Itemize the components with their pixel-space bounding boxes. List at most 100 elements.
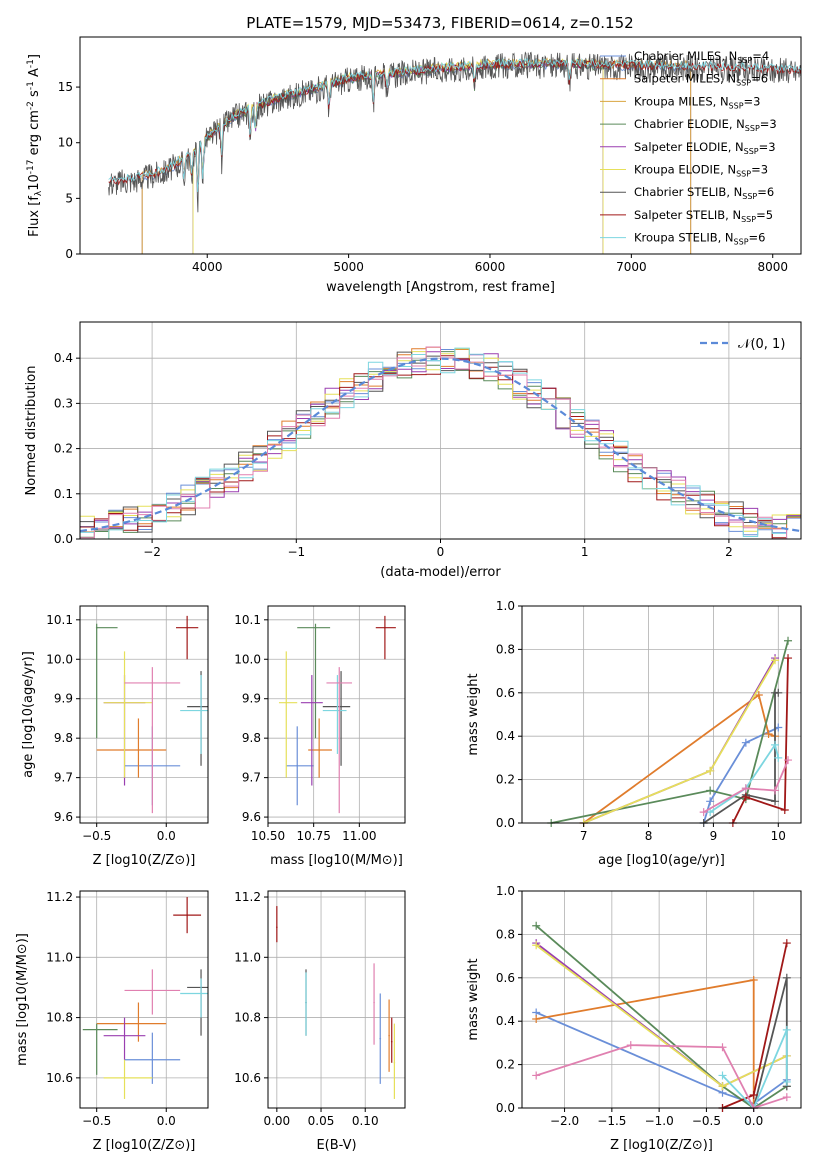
label-part: Flux [f xyxy=(27,196,42,237)
data-point xyxy=(276,926,278,928)
label-part: Z [log10(Z/Z⊙)] xyxy=(93,1138,196,1153)
x-tick-label: 0.0 xyxy=(157,1114,176,1128)
x-axis-label: age [log10(age/yr)] xyxy=(598,853,725,868)
data-point xyxy=(314,626,317,629)
x-tick-label: 10.50 xyxy=(251,829,285,843)
spectrum-panel: 4000 5000 6000 7000 8000 0 5 10 15 wavelength [An… xyxy=(26,36,802,295)
age-vs-metallicity-panel: −0.5 0.0 9.6 9.7 9.8 9.9 10.0 10.1 Z [log10(Z/Z⊙… xyxy=(21,605,209,868)
data-point xyxy=(200,709,202,712)
data-point xyxy=(390,1040,393,1043)
y-tick-label: 0.0 xyxy=(496,816,515,830)
data-marker xyxy=(749,975,758,984)
data-marker xyxy=(699,808,708,817)
axes-frame xyxy=(267,605,406,824)
data-marker xyxy=(706,766,715,775)
y-tick-label: 0.8 xyxy=(496,927,515,941)
label-part: λ xyxy=(34,190,44,196)
data-point xyxy=(151,1058,154,1061)
legend-entry: Kroupa ELODIE, NSSP=3 xyxy=(634,163,768,179)
y-tick-label: 0.2 xyxy=(496,773,515,787)
data-point xyxy=(296,764,299,767)
x-tick-label: 0.00 xyxy=(263,1114,290,1128)
y-axis-label: mass weight xyxy=(466,673,481,755)
data-marker xyxy=(782,1025,791,1034)
data-marker xyxy=(774,688,783,697)
label-part: E(B-V) xyxy=(316,1138,356,1153)
data-point xyxy=(95,626,98,629)
data-marker xyxy=(771,740,780,749)
y-tick-label: 10.0 xyxy=(234,652,261,666)
data-marker xyxy=(780,805,789,814)
data-marker xyxy=(718,1071,727,1080)
y-tick-label: 5 xyxy=(65,191,73,205)
x-tick-label: 6000 xyxy=(475,260,506,274)
massweight-series-line xyxy=(535,1044,788,1110)
y-tick-label: 0.0 xyxy=(496,1101,515,1115)
data-marker xyxy=(741,792,750,801)
y-tick-label: 10.6 xyxy=(234,1071,261,1085)
data-marker xyxy=(626,1041,635,1050)
y-tick-label: 0.4 xyxy=(496,729,515,743)
massweight-series-line xyxy=(551,640,789,824)
legend-subscript: SSP xyxy=(741,215,756,224)
y-tick-label: 11.2 xyxy=(234,890,261,904)
x-tick-label: 11.00 xyxy=(342,829,376,843)
label-part: Z [log10(Z/Z⊙)] xyxy=(93,853,196,868)
massweight-series-line xyxy=(535,1011,788,1105)
x-axis-label: Z [log10(Z/Z⊙)] xyxy=(610,1138,713,1153)
y-tick-label: 0.3 xyxy=(54,396,73,410)
x-tick-label: 0 xyxy=(437,545,445,559)
data-marker xyxy=(782,939,791,948)
y-tick-label: 11.0 xyxy=(46,950,73,964)
x-tick-label: −1 xyxy=(287,545,305,559)
x-tick-label: 10 xyxy=(771,829,786,843)
label-part: s xyxy=(27,90,42,101)
x-tick-label: −1.5 xyxy=(597,1114,626,1128)
y-tick-label: 11.2 xyxy=(46,890,73,904)
label-part: age [log10(age/yr)] xyxy=(21,651,36,778)
label-part: A xyxy=(27,68,42,81)
data-point xyxy=(186,626,188,629)
x-axis-label: E(B-V) xyxy=(316,1138,356,1153)
legend-subscript: SSP xyxy=(729,101,744,110)
massweight-series-line xyxy=(722,942,788,1109)
data-point xyxy=(123,701,126,704)
data-point xyxy=(311,701,313,704)
label-part: -1 xyxy=(26,59,36,68)
data-marker xyxy=(782,1077,791,1086)
label-part: mass weight xyxy=(466,958,481,1040)
data-point xyxy=(137,1022,140,1025)
legend-nssp: =3 xyxy=(760,117,777,131)
x-tick-label: −0.5 xyxy=(82,1114,111,1128)
x-tick-label: 4000 xyxy=(192,260,223,274)
data-marker xyxy=(784,756,793,765)
data-marker xyxy=(749,1090,758,1099)
x-tick-label: 5000 xyxy=(333,260,364,274)
legend-subscript: SSP xyxy=(737,56,752,65)
y-tick-label: 0.4 xyxy=(496,1014,515,1028)
spectrum-series-line xyxy=(192,61,604,254)
age-vs-mass-panel: 10.50 10.75 11.00 9.6 9.7 9.8 9.9 10.0 10.1 mass … xyxy=(234,605,406,868)
data-point xyxy=(151,682,154,684)
data-marker xyxy=(532,921,541,930)
spectrum-series-line xyxy=(108,51,801,213)
legend-subscript: SSP xyxy=(742,192,757,201)
x-tick-label: 10.75 xyxy=(296,829,330,843)
legend-nssp: =6 xyxy=(751,72,768,86)
y-tick-label: 9.7 xyxy=(54,771,73,785)
spectrum-lines xyxy=(108,51,801,254)
axes-frame xyxy=(79,36,802,255)
data-marker xyxy=(532,941,541,950)
legend-entry: Salpeter MILES, NSSP=6 xyxy=(634,72,768,88)
x-tick-label: −2 xyxy=(143,545,161,559)
label-part: 10 xyxy=(27,174,42,191)
y-axis-label: Normed distribution xyxy=(24,366,39,496)
data-marker xyxy=(771,797,780,806)
massweight-series-line xyxy=(535,925,788,1110)
legend-subscript: SSP xyxy=(744,147,759,156)
x-tick-label: 7 xyxy=(580,829,588,843)
data-point xyxy=(379,1037,382,1040)
axes-frame xyxy=(79,890,209,1109)
massweight-series-line xyxy=(709,742,780,813)
legend-nssp: =4 xyxy=(752,49,769,63)
